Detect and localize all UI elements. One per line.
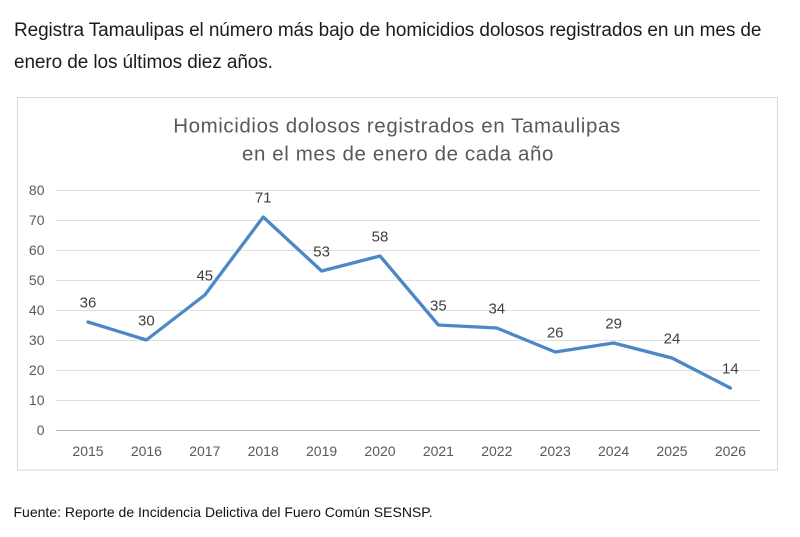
svg-text:2015: 2015 bbox=[72, 443, 103, 459]
svg-text:2024: 2024 bbox=[598, 443, 629, 459]
svg-text:30: 30 bbox=[138, 313, 155, 330]
svg-text:2020: 2020 bbox=[364, 443, 395, 459]
svg-text:60: 60 bbox=[29, 242, 45, 258]
svg-text:34: 34 bbox=[488, 301, 505, 318]
svg-text:45: 45 bbox=[196, 268, 213, 285]
svg-text:Homicidios dolosos registrados: Homicidios dolosos registrados en Tamaul… bbox=[173, 115, 621, 138]
svg-text:en el mes de enero de cada año: en el mes de enero de cada año bbox=[242, 143, 554, 166]
svg-text:2022: 2022 bbox=[481, 443, 512, 459]
svg-text:29: 29 bbox=[605, 316, 622, 333]
svg-text:40: 40 bbox=[29, 302, 45, 318]
svg-text:2017: 2017 bbox=[189, 443, 220, 459]
svg-text:30: 30 bbox=[29, 332, 45, 348]
svg-text:2023: 2023 bbox=[540, 443, 571, 459]
svg-text:35: 35 bbox=[430, 298, 447, 315]
svg-text:58: 58 bbox=[372, 229, 389, 246]
svg-text:10: 10 bbox=[29, 392, 45, 408]
svg-text:2021: 2021 bbox=[423, 443, 454, 459]
svg-text:2018: 2018 bbox=[248, 443, 279, 459]
svg-text:53: 53 bbox=[313, 244, 330, 261]
svg-text:71: 71 bbox=[255, 190, 272, 207]
svg-text:26: 26 bbox=[547, 325, 564, 342]
svg-text:70: 70 bbox=[29, 212, 45, 228]
svg-text:36: 36 bbox=[80, 295, 97, 312]
svg-text:2016: 2016 bbox=[131, 443, 162, 459]
svg-text:2025: 2025 bbox=[656, 443, 687, 459]
svg-text:0: 0 bbox=[37, 422, 45, 438]
svg-text:24: 24 bbox=[664, 331, 681, 348]
svg-text:2026: 2026 bbox=[715, 443, 746, 459]
svg-text:80: 80 bbox=[29, 182, 45, 198]
svg-text:14: 14 bbox=[722, 361, 739, 378]
svg-text:20: 20 bbox=[29, 362, 45, 378]
svg-text:2019: 2019 bbox=[306, 443, 337, 459]
svg-text:50: 50 bbox=[29, 272, 45, 288]
